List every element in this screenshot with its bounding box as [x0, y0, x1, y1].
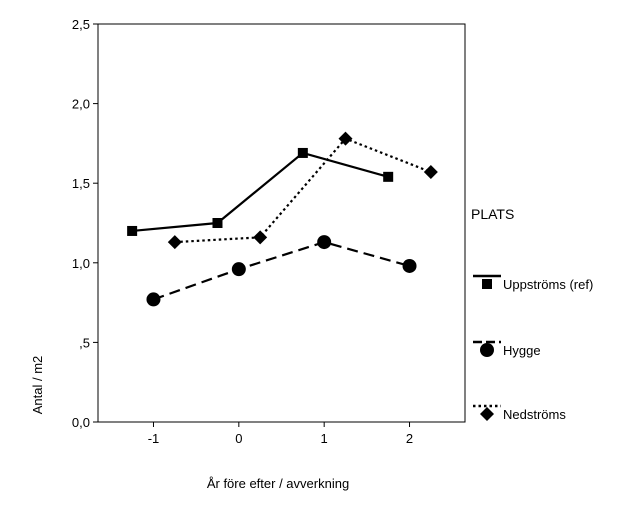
data-point [127, 225, 138, 236]
series-line [132, 151, 389, 233]
legend-label: Nedströms [503, 407, 566, 422]
x-tick-label: -1 [148, 431, 160, 446]
data-point [146, 292, 161, 307]
data-point [423, 165, 438, 180]
y-tick-label: 2,5 [72, 17, 90, 32]
y-tick-label: ,5 [79, 335, 90, 350]
legend: PLATS Uppströms (ref) Hygge Nedströms [471, 206, 593, 422]
data-point [402, 258, 417, 273]
data-point [317, 235, 332, 250]
data-point [338, 131, 353, 146]
series-layer [127, 131, 438, 307]
legend-marker [482, 279, 492, 289]
legend-label: Hygge [503, 343, 541, 358]
x-tick-label: 1 [321, 431, 328, 446]
y-tick-label: 0,0 [72, 415, 90, 430]
data-point [297, 147, 308, 158]
x-axis-label: År före efter / avverkning [207, 476, 349, 491]
y-tick-label: 2,0 [72, 97, 90, 112]
data-point [231, 262, 246, 277]
series-nedströms [167, 131, 438, 250]
data-point [167, 235, 182, 250]
series-uppströms-ref [127, 147, 394, 236]
legend-marker [480, 407, 494, 421]
legend-label: Uppströms (ref) [503, 277, 593, 292]
x-tick-label: 2 [406, 431, 413, 446]
legend-item: Nedströms [473, 404, 566, 422]
x-tick-label: 0 [235, 431, 242, 446]
legend-marker [480, 343, 494, 357]
y-tick-label: 1,0 [72, 256, 90, 271]
data-point [212, 218, 223, 228]
data-point [253, 230, 268, 245]
data-point [383, 171, 394, 182]
legend-title: PLATS [471, 206, 514, 222]
y-axis: 0,0 ,5 1,0 1,5 2,0 2,5 [72, 17, 98, 430]
plot-area [97, 23, 466, 423]
x-axis: -1 0 1 2 [148, 422, 413, 446]
y-tick-label: 1,5 [72, 176, 90, 191]
series-line [153, 240, 410, 301]
legend-item: Hygge [473, 340, 541, 358]
series-line [174, 137, 432, 244]
legend-item: Uppströms (ref) [473, 274, 593, 292]
series-hygge [146, 235, 417, 307]
y-axis-label: Antal / m2 [30, 356, 45, 415]
